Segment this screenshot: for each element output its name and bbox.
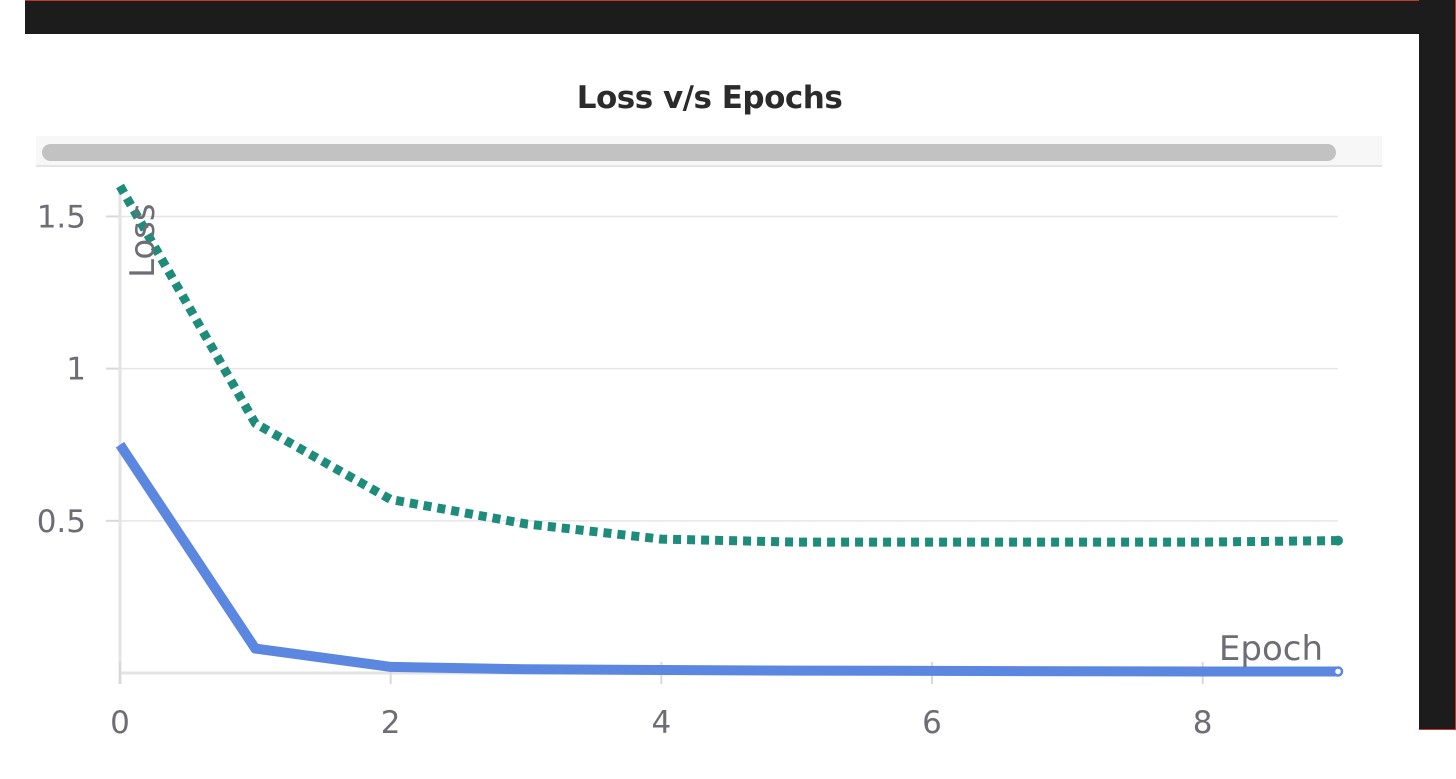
y-tick-label: 0.5 <box>37 504 86 540</box>
x-axis-label: Epoch <box>1219 629 1323 669</box>
y-tick-label: 1.5 <box>37 199 86 235</box>
chart-title: Loss v/s Epochs <box>576 80 843 116</box>
x-tick-label: 8 <box>1193 705 1213 741</box>
series-end-point <box>1332 666 1344 677</box>
series-end-point <box>1333 535 1343 546</box>
series-lines <box>115 183 1344 677</box>
axes: 0.5 1 1.5 0 2 4 6 8 <box>37 190 1338 741</box>
x-tick-label: 0 <box>110 705 130 741</box>
chart-zoom-scrollbar-thumb[interactable] <box>42 144 1336 161</box>
y-tick-label: 1 <box>66 352 86 388</box>
x-tick-label: 6 <box>922 705 942 741</box>
window-top-bar <box>25 0 1456 34</box>
series-line-solid <box>115 441 1338 677</box>
series-line-dotted <box>116 183 1339 547</box>
y-axis-label: Loss <box>123 203 163 278</box>
x-tick-label: 4 <box>651 705 671 741</box>
x-tick-label: 2 <box>381 705 401 741</box>
grid-lines <box>120 215 1338 522</box>
window-right-bar <box>1419 0 1456 730</box>
axis-labels: Loss Epoch <box>123 203 1323 669</box>
